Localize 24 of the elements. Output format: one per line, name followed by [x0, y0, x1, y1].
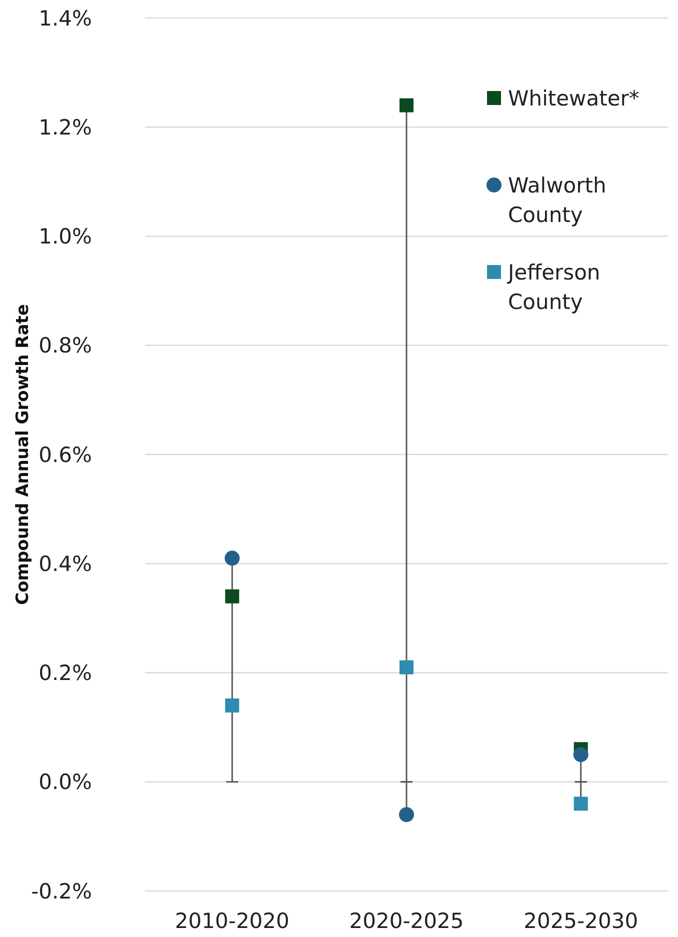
point — [225, 698, 240, 712]
y-tick-label: 0.8% — [38, 334, 92, 358]
y-tick-label: 1.2% — [38, 115, 92, 140]
point — [574, 796, 588, 811]
point — [399, 807, 414, 822]
y-tick-label: 1.4% — [38, 6, 92, 30]
y-tick-label: -0.2% — [31, 879, 92, 904]
y-tick-label: 1.0% — [38, 224, 92, 249]
point — [224, 550, 240, 566]
y-axis-title: Compound Annual Growth Rate — [13, 304, 33, 605]
y-tick-label: 0.6% — [38, 442, 92, 467]
legend-label: Whitewater* — [508, 86, 640, 110]
point — [573, 747, 588, 762]
legend-label: Jefferson County — [506, 260, 600, 314]
legend-label: Walworth County — [508, 173, 606, 227]
x-tick-label: 2020-2025 — [349, 909, 464, 933]
point — [400, 98, 414, 112]
y-tick-label: 0.2% — [38, 661, 92, 686]
y-tick-label: 0.4% — [38, 552, 92, 576]
x-tick-label: 2010-2020 — [174, 909, 290, 933]
point — [400, 660, 414, 674]
x-tick-label: 2025-2030 — [524, 909, 638, 933]
point — [225, 589, 240, 604]
y-tick-label: 0.0% — [38, 770, 92, 794]
